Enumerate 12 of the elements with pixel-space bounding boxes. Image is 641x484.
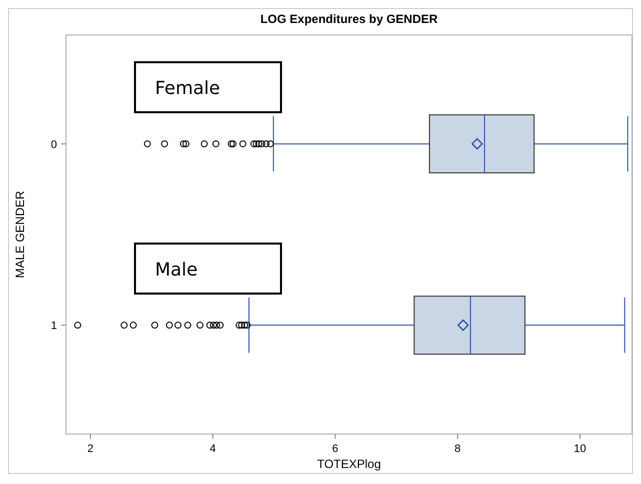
x-tick-label: 10 xyxy=(574,443,586,455)
y-axis-title: MALE GENDER xyxy=(13,190,27,278)
y-tick-label: 0 xyxy=(50,138,57,151)
x-tick-label: 2 xyxy=(87,443,94,455)
x-tick-label: 6 xyxy=(332,443,338,455)
x-axis-title: TOTEXPlog xyxy=(317,457,381,471)
annotation: Female xyxy=(155,78,220,100)
x-tick-label: 8 xyxy=(454,443,461,455)
chart-title: LOG Expenditures by GENDER xyxy=(260,12,438,26)
y-tick-label: 1 xyxy=(50,320,57,332)
x-tick-label: 4 xyxy=(210,443,216,455)
annotation: Male xyxy=(155,260,198,281)
